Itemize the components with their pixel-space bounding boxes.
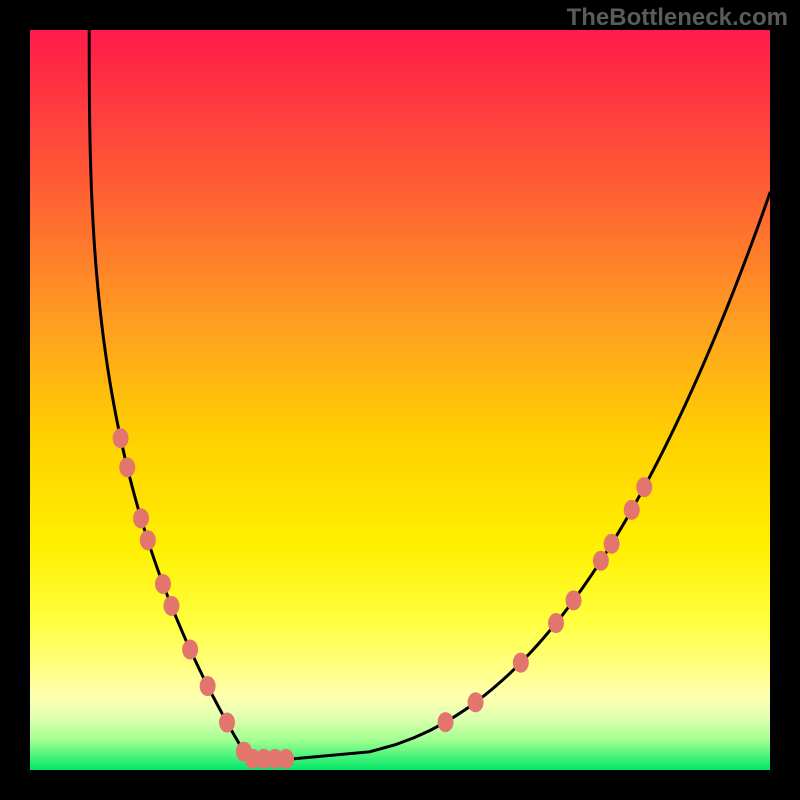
data-marker (200, 676, 216, 696)
data-marker (119, 457, 135, 477)
data-marker (593, 551, 609, 571)
data-marker (513, 653, 529, 673)
data-marker (438, 712, 454, 732)
data-marker (133, 508, 149, 528)
data-marker (468, 692, 484, 712)
data-marker (140, 530, 156, 550)
data-marker (636, 477, 652, 497)
data-marker (604, 534, 620, 554)
chart-svg (30, 30, 770, 770)
data-marker (113, 428, 129, 448)
data-marker (163, 596, 179, 616)
data-marker (548, 613, 564, 633)
data-marker (566, 590, 582, 610)
data-marker (182, 640, 198, 660)
data-marker (155, 574, 171, 594)
data-marker (624, 500, 640, 520)
chart-stage: TheBottleneck.com (0, 0, 800, 800)
gradient-background (30, 30, 770, 770)
data-marker (219, 712, 235, 732)
data-marker (278, 749, 294, 769)
watermark-text: TheBottleneck.com (567, 4, 788, 32)
plot-area (30, 30, 770, 770)
